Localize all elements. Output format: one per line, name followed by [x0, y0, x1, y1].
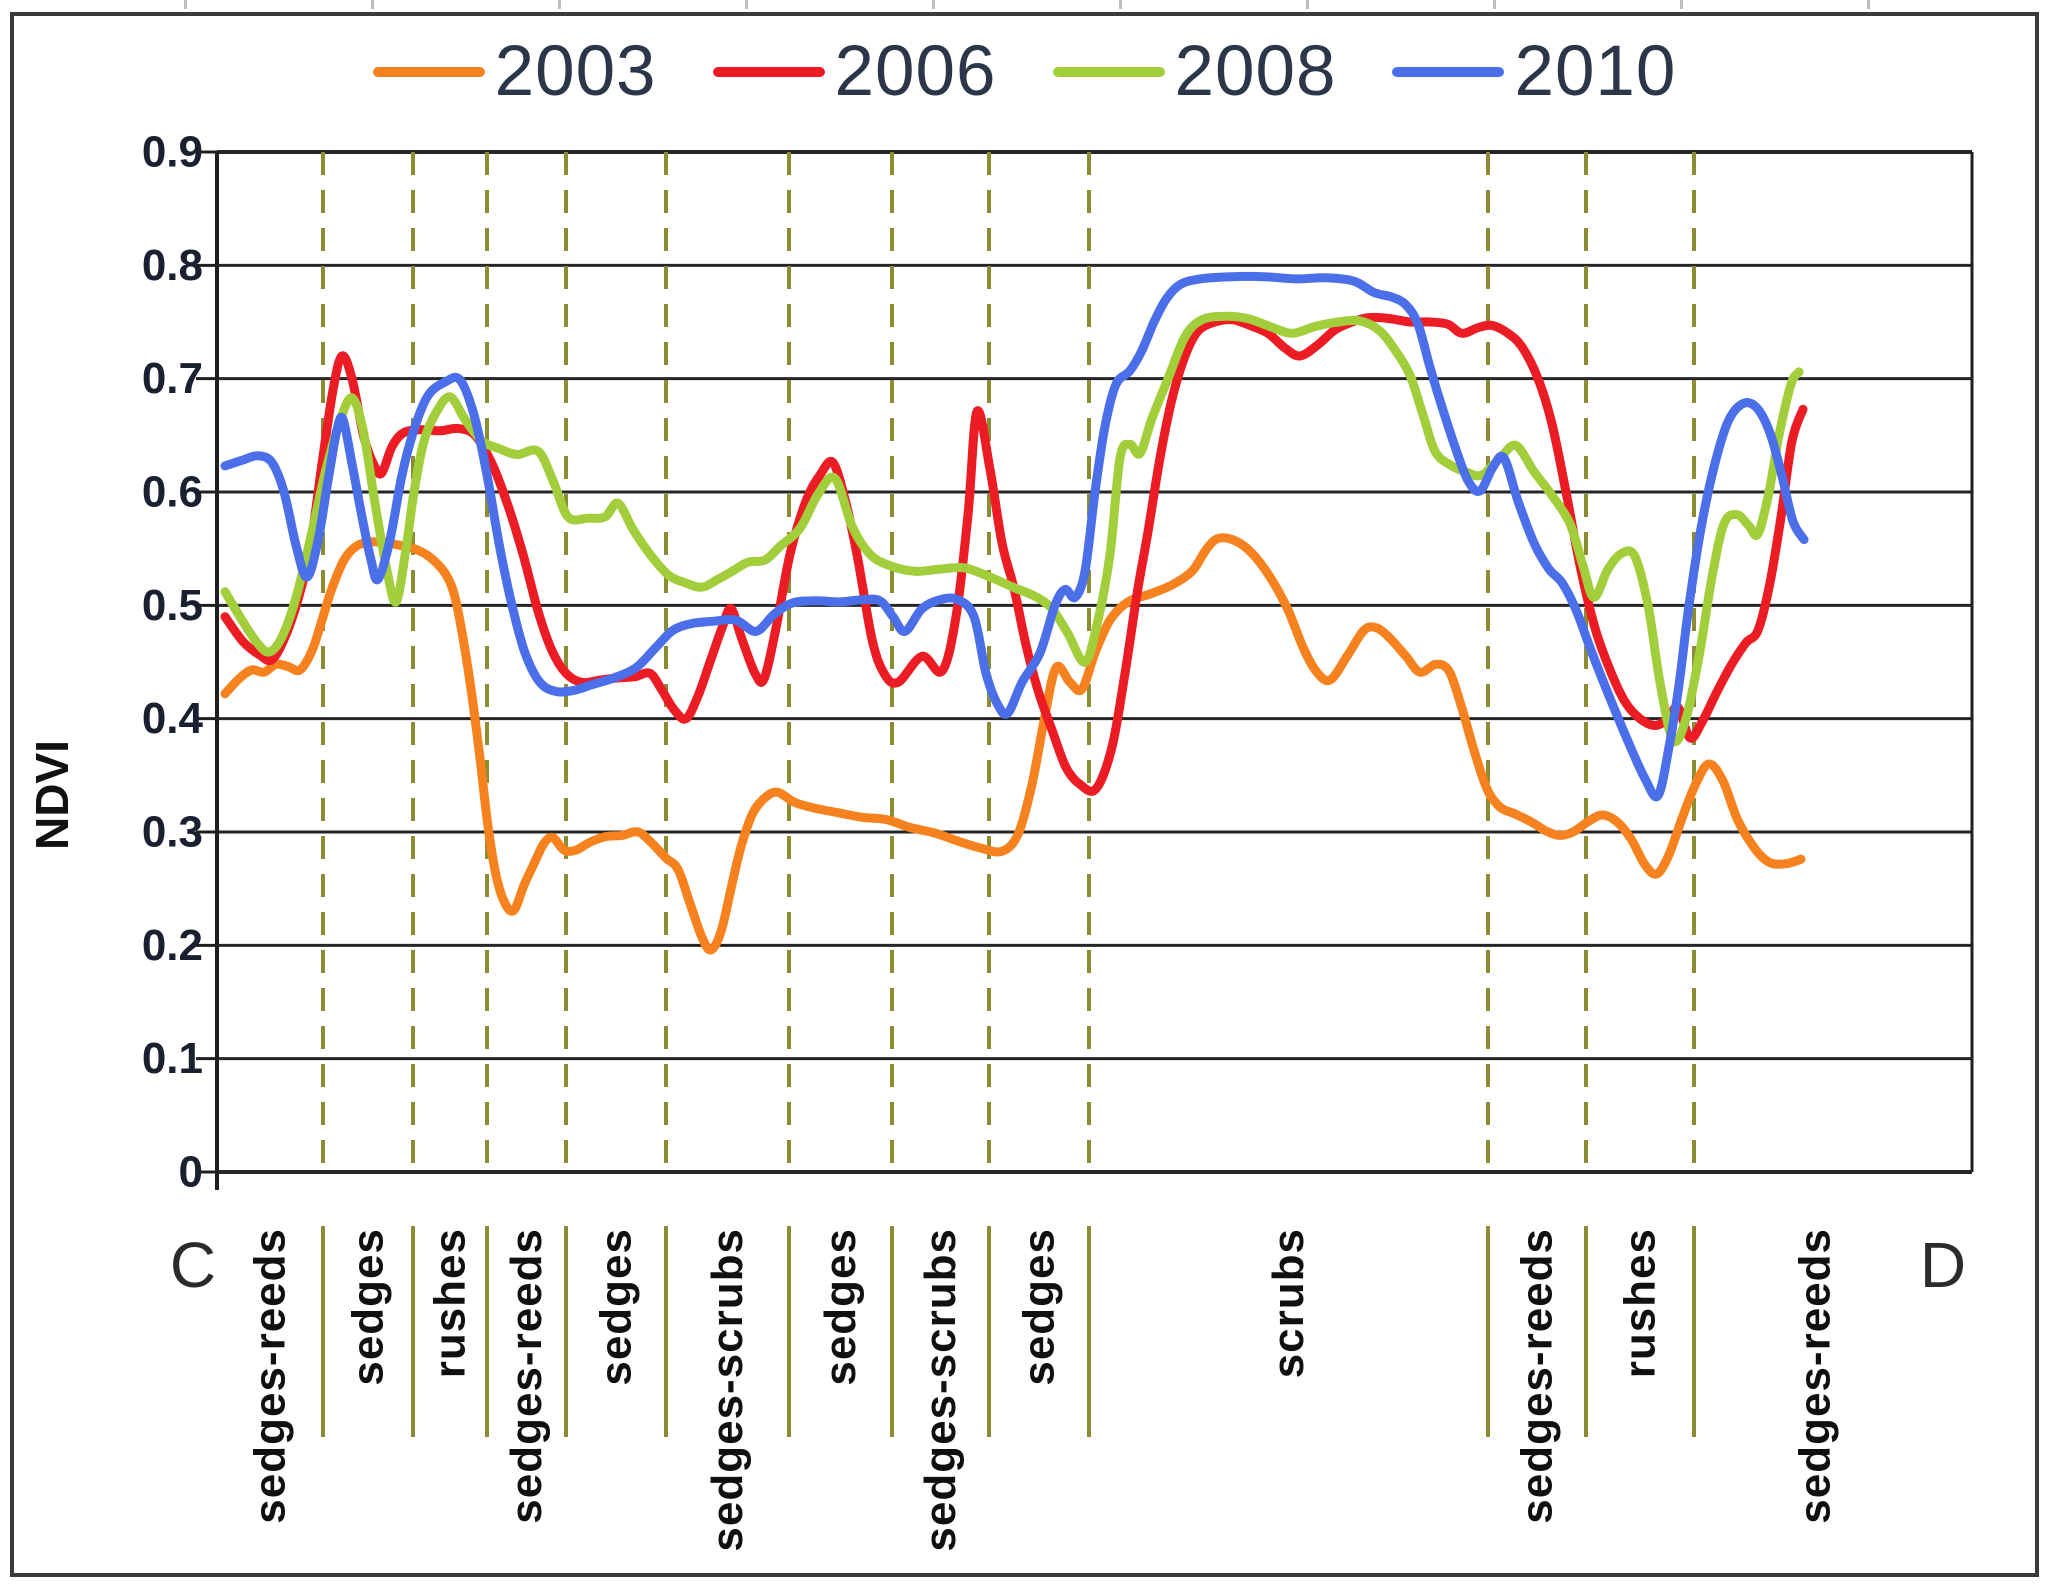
legend-swatch-2010: [1392, 66, 1505, 77]
y-axis-title: NDVI: [26, 740, 78, 850]
svg-text:sedges-reeds: sedges-reeds: [502, 1228, 551, 1524]
svg-text:0: 0: [179, 1148, 203, 1197]
svg-text:sedges-scrubs: sedges-scrubs: [703, 1228, 752, 1552]
y-axis-tick-labels: 0.9 0.8 0.7 0.6 0.5 0.4 0.3 0.2 0.1 0: [142, 128, 204, 1197]
svg-text:0.4: 0.4: [142, 694, 204, 743]
svg-text:rushes: rushes: [1616, 1228, 1665, 1378]
svg-text:sedges: sedges: [816, 1228, 865, 1386]
series-line-2003: [220, 533, 1806, 955]
y-gridlines: [217, 150, 1972, 1174]
svg-text:0.8: 0.8: [142, 241, 203, 290]
page-edge-artifacts: [0, 0, 2049, 9]
svg-text:0.6: 0.6: [142, 468, 203, 517]
zone-separator-ticks: [321, 1226, 1696, 1437]
legend-item-2008: 2008: [1052, 32, 1337, 111]
legend-label-2003: 2003: [494, 32, 657, 111]
svg-text:sedges-scrubs: sedges-scrubs: [916, 1228, 965, 1552]
legend-label-2006: 2006: [834, 32, 997, 111]
endpoint-label-d: D: [1920, 1229, 1966, 1301]
svg-text:sedges: sedges: [592, 1228, 641, 1386]
figure-frame: [10, 12, 2039, 1577]
svg-text:0.1: 0.1: [142, 1034, 203, 1083]
legend-swatch-2008: [1052, 66, 1165, 77]
svg-text:scrubs: scrubs: [1264, 1228, 1313, 1378]
svg-text:0.9: 0.9: [142, 128, 203, 177]
svg-text:sedges-reeds: sedges-reeds: [1513, 1228, 1562, 1524]
legend-item-2003: 2003: [372, 32, 657, 111]
svg-text:sedges-reeds: sedges-reeds: [246, 1228, 295, 1524]
endpoint-label-c: C: [170, 1229, 216, 1301]
svg-text:sedges: sedges: [344, 1228, 393, 1386]
zone-labels: sedges-reeds sedges rushes sedges-reeds sedg…: [246, 1228, 1840, 1552]
legend-swatch-2006: [712, 66, 825, 77]
series-line-2008: [220, 311, 1804, 747]
legend-item-2010: 2010: [1392, 36, 1676, 107]
legend-label-2008: 2008: [1174, 32, 1337, 111]
svg-text:0.7: 0.7: [142, 354, 203, 403]
svg-text:sedges: sedges: [1015, 1228, 1064, 1386]
zone-divider-dashed-lines: [321, 152, 1696, 1172]
chart-legend: 2003 2006 2008 2010: [0, 36, 2049, 107]
svg-text:sedges-reeds: sedges-reeds: [1791, 1228, 1840, 1524]
svg-text:0.2: 0.2: [142, 921, 203, 970]
svg-text:0.5: 0.5: [142, 581, 203, 630]
svg-text:rushes: rushes: [426, 1228, 475, 1378]
y-axis-ticks: [196, 150, 217, 1174]
series-line-2010: [220, 271, 1809, 802]
legend-label-2010: 2010: [1514, 32, 1677, 111]
svg-text:0.3: 0.3: [142, 808, 203, 857]
axis-lines: [215, 152, 1974, 1190]
legend-swatch-2003: [372, 66, 485, 77]
legend-item-2006: 2006: [712, 32, 997, 111]
